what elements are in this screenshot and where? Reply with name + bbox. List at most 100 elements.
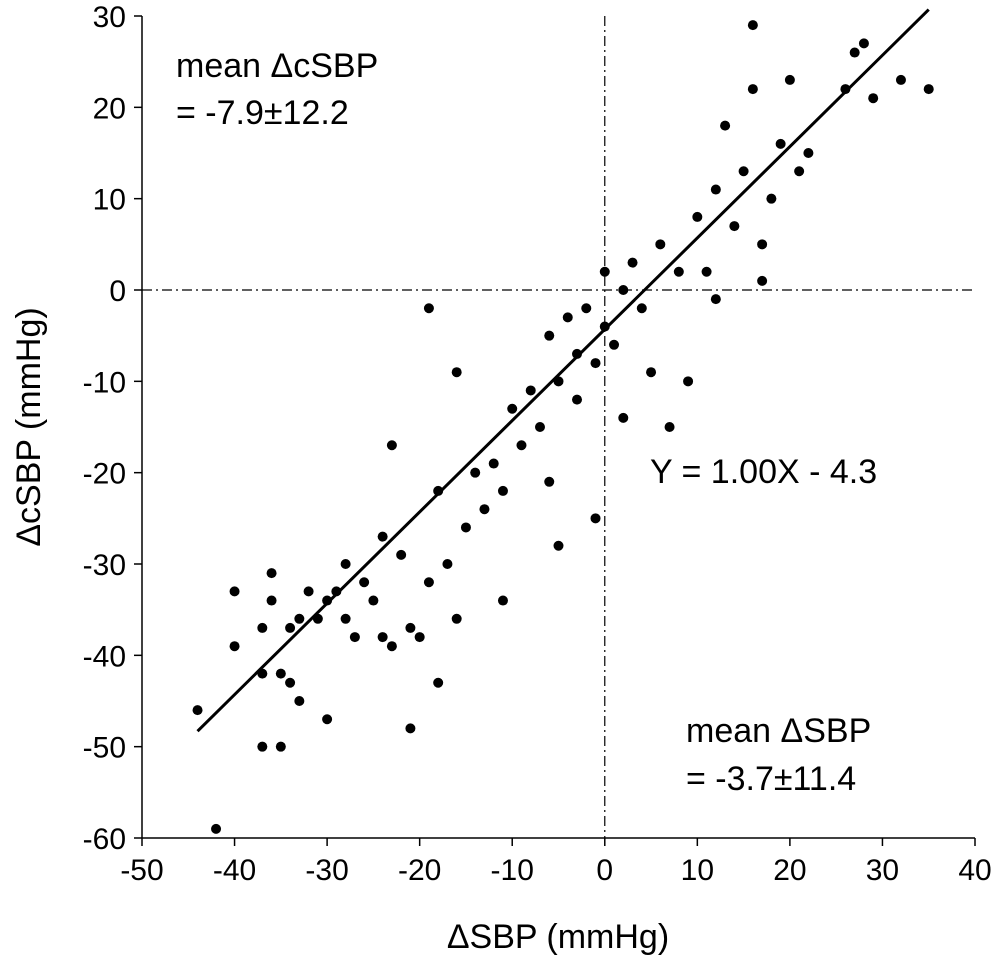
data-point [710,184,721,195]
data-point [405,622,416,633]
data-point [294,613,305,624]
data-point [497,595,508,606]
y-tick-label: -40 [83,640,126,673]
data-point [747,20,758,31]
data-point [868,93,879,104]
mean-dcsbp-value: = -7.9±12.2 [176,94,349,132]
reference-lines [142,16,975,838]
data-point [349,632,360,643]
data-point [692,211,703,222]
data-point [562,312,573,323]
data-point [858,38,869,49]
ticks: -50 -40 -30 -20 -10 0 10 20 30 40-60-50-40-30-20-… [83,1,992,887]
data-point [534,422,545,432]
mean-dcsbp-label: mean ΔcSBP [176,47,378,85]
data-point [720,120,731,131]
data-point [766,193,777,204]
data-point [229,586,240,597]
y-tick-label: -20 [83,458,126,491]
x-tick-label: 20 [773,854,806,887]
data-point [386,641,397,652]
data-point [572,348,583,359]
data-point [636,303,647,314]
data-point [488,458,499,469]
data-point [683,376,694,387]
regression-equation: Y = 1.00X - 4.3 [650,453,877,491]
data-point [470,467,481,478]
data-point [451,367,462,378]
data-point [553,540,564,551]
data-point [433,677,444,688]
data-point [340,559,351,569]
y-tick-label: 0 [109,275,126,308]
y-tick-label: 10 [93,184,126,217]
data-point [331,586,342,597]
data-point [701,266,712,277]
data-point [340,613,351,624]
data-point [618,412,629,423]
y-tick-label: -10 [83,366,126,399]
data-point [710,294,721,305]
data-point [414,632,425,643]
x-tick-label: -10 [491,854,534,887]
data-point [775,138,786,149]
data-point [229,641,240,652]
regression-line [196,8,930,733]
y-tick-label: 20 [93,92,126,125]
data-point [794,166,805,177]
x-tick-label: 40 [958,854,991,887]
regression-line-group [196,8,930,733]
data-point [646,367,657,378]
x-tick-label: -40 [213,854,256,887]
data-point [590,513,601,524]
data-point [609,339,620,350]
data-point [784,74,795,85]
data-point [285,677,296,688]
data-point [442,559,453,569]
data-point [729,221,740,232]
data-point [803,148,814,158]
data-point [655,239,666,250]
x-tick-label: -20 [398,854,441,887]
data-point [396,549,407,560]
data-point [516,440,527,451]
data-point [257,741,268,752]
data-point [627,257,638,268]
data-point [266,595,277,606]
data-point [544,330,555,341]
y-tick-label: 30 [93,1,126,34]
y-tick-label: -30 [83,549,126,582]
x-tick-label: 0 [596,854,613,887]
x-tick-label: -30 [305,854,348,887]
data-point [275,741,286,752]
data-point [923,84,934,95]
data-point [266,568,277,579]
data-point [294,696,305,706]
data-point [368,595,379,606]
data-point [895,74,906,85]
data-point [581,303,592,314]
x-tick-label: -50 [120,854,163,887]
data-point [599,321,610,332]
data-point [757,239,768,250]
data-point [423,303,434,314]
x-tick-label: 10 [681,854,714,887]
data-point [747,84,758,95]
y-tick-label: -60 [83,823,126,856]
data-point [257,622,268,633]
data-point [303,586,314,597]
data-point [451,613,462,624]
data-point [664,422,675,432]
data-point [479,504,490,515]
data-point [673,266,684,277]
data-point [460,522,471,533]
data-point [849,47,860,58]
mean-dsbp-label: mean ΔSBP [686,712,871,750]
data-point [322,595,333,606]
data-point [275,668,286,679]
data-point [590,358,601,369]
y-axis-title: ΔcSBP (mmHg) [10,307,48,546]
axes [141,16,975,839]
data-point [211,823,222,834]
